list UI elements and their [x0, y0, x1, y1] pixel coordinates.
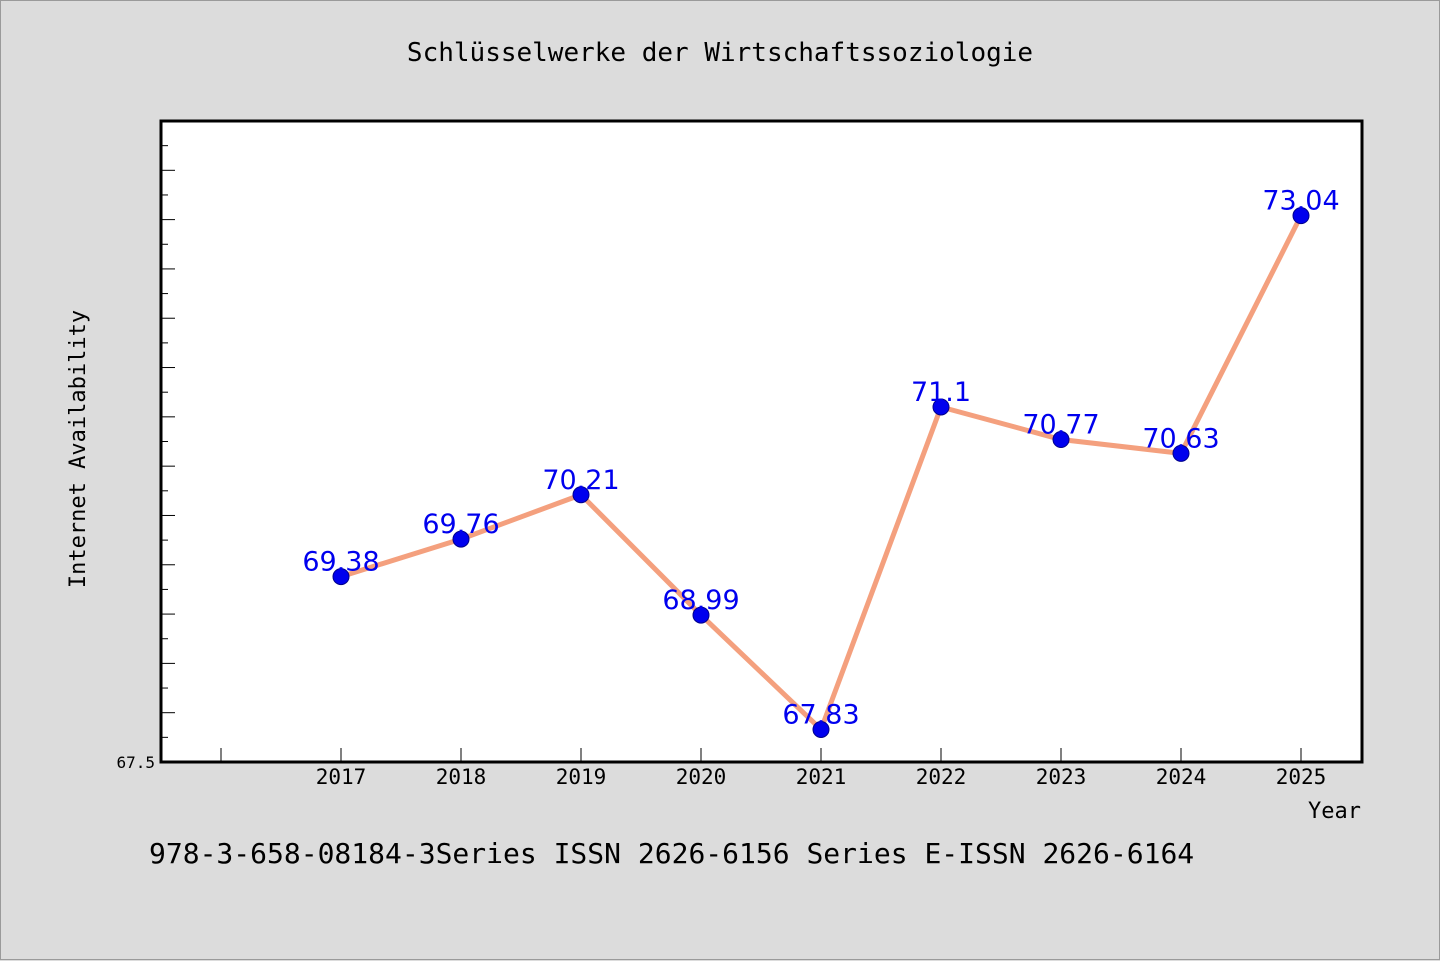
- series-layer: 69.38 69.76 70.21 68.99 67.83 71.1 70.77 70.63 7…: [302, 186, 1340, 738]
- x-tick-label: 2023: [1036, 765, 1087, 789]
- x-axis-ticks: 2017 2018 2019 2020 2021 2022 2023 2024 2025: [220, 748, 1327, 789]
- x-tick-label: 2022: [916, 765, 967, 789]
- data-label: 68.99: [662, 585, 739, 616]
- x-tick-label: 2024: [1156, 765, 1207, 789]
- y-axis-label: Internet Availability: [66, 310, 91, 588]
- data-label: 70.21: [542, 465, 619, 496]
- data-point: [1052, 431, 1070, 449]
- data-label: 69.76: [422, 509, 499, 540]
- data-point: [572, 486, 590, 504]
- data-point: [932, 398, 950, 416]
- data-point: [1172, 444, 1190, 462]
- x-tick-label: 2020: [676, 765, 727, 789]
- y-tick-label: 67.5: [116, 753, 155, 772]
- data-label: 67.83: [782, 699, 859, 730]
- data-point: [692, 606, 710, 624]
- x-tick-label: 2021: [796, 765, 847, 789]
- data-label: 71.1: [911, 377, 971, 408]
- x-tick-label: 2025: [1276, 765, 1327, 789]
- data-point: [1292, 207, 1310, 225]
- y-axis-ticks: 67.5: [116, 120, 175, 772]
- data-label: 73.04: [1262, 186, 1339, 217]
- data-point: [452, 530, 470, 548]
- data-label: 70.77: [1022, 410, 1099, 441]
- plot-area: [159, 119, 1364, 764]
- data-point: [812, 720, 830, 738]
- chart-title: Schlüsselwerke der Wirtschaftssoziologie: [407, 38, 1033, 68]
- x-axis-label: Year: [1308, 799, 1361, 824]
- data-label: 70.63: [1142, 423, 1219, 454]
- x-tick-label: 2018: [436, 765, 487, 789]
- data-label: 69.38: [302, 547, 379, 578]
- x-tick-label: 2019: [556, 765, 607, 789]
- x-tick-label: 2017: [316, 765, 367, 789]
- data-point: [332, 568, 350, 586]
- footer-isbn-text: 978-3-658-08184-3Series ISSN 2626-6156 S…: [149, 837, 1194, 870]
